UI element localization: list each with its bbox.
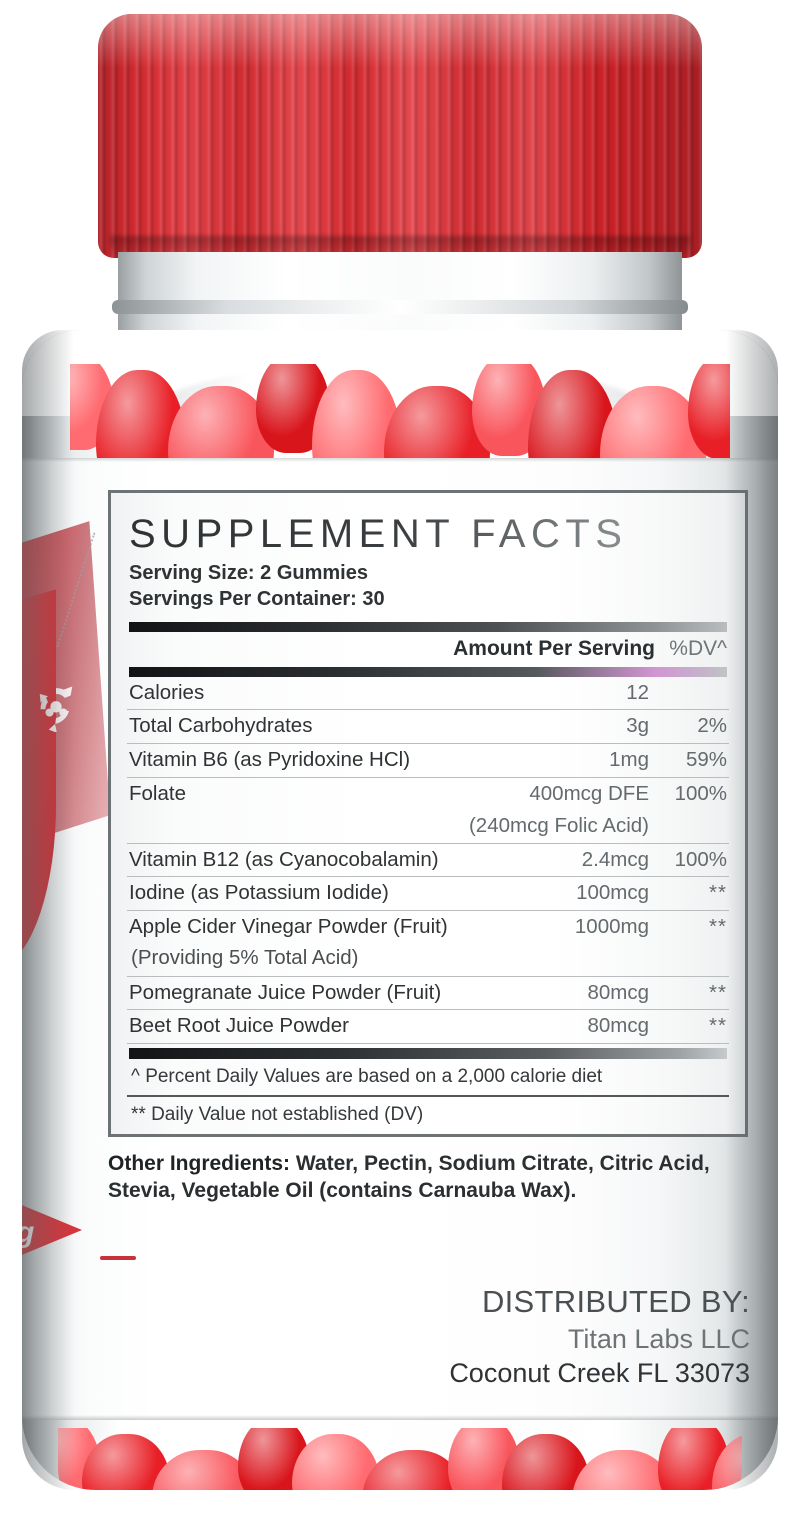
facts-row-name: Iodine (as Potassium Iodide) bbox=[129, 881, 389, 905]
facts-row-dv: 100% bbox=[674, 781, 727, 805]
facts-row-dv: 2% bbox=[697, 714, 727, 738]
facts-row-amount: 12 bbox=[626, 680, 649, 704]
other-ingredients: Other Ingredients: Water, Pectin, Sodium… bbox=[108, 1150, 768, 1205]
footnote-not-established: ** Daily Value not established (DV) bbox=[131, 1103, 424, 1125]
neck-ring bbox=[112, 300, 688, 314]
supplement-facts-title: SUPPLEMENT FACTS bbox=[129, 513, 729, 556]
facts-row: Vitamin B12 (as Cyanocobalamin) 2.4mcg 100… bbox=[127, 844, 729, 878]
facts-row-name: Calories bbox=[129, 680, 205, 704]
column-header-amount: Amount Per Serving bbox=[453, 636, 655, 660]
facts-row-amount: 100mcg bbox=[576, 881, 649, 905]
facts-row-dv: ** bbox=[709, 1014, 727, 1038]
facts-row-subtext: (240mcg Folic Acid) bbox=[127, 811, 729, 844]
facts-row: Total Carbohydrates 3g 2% bbox=[127, 710, 729, 744]
other-ingredients-label: Other Ingredients: bbox=[108, 1152, 291, 1175]
bottle-neck bbox=[118, 252, 682, 344]
bottle-cap[interactable] bbox=[98, 14, 702, 258]
product-label: g SUPPLEMENT FACTS Serving Size: 2 Gummi… bbox=[22, 458, 778, 1420]
facts-row-dv: ** bbox=[709, 980, 727, 1004]
supplement-facts-panel: SUPPLEMENT FACTS Serving Size: 2 Gummies… bbox=[108, 490, 748, 1137]
facts-row-name: Folate bbox=[129, 781, 186, 805]
facts-rule-top bbox=[129, 621, 727, 632]
facts-row-amount: 1000mg bbox=[574, 914, 649, 938]
column-header-dv: %DV^ bbox=[669, 636, 727, 660]
facts-row-subtext: (Providing 5% Total Acid) bbox=[127, 944, 729, 977]
other-ingredients-text: Water, Pectin, Sodium Citrate, Citric Ac… bbox=[108, 1152, 710, 1203]
label-bottom-edge bbox=[22, 1415, 778, 1420]
facts-column-header: Amount Per Serving %DV^ bbox=[127, 632, 729, 667]
facts-row: Pomegranate Juice Powder (Fruit) 80mcg ** bbox=[127, 977, 729, 1011]
facts-rows: Calories 12 Total Carbohydrates 3g 2% Vitamin… bbox=[127, 677, 729, 1044]
facts-row-amount: 3g bbox=[626, 714, 649, 738]
gummy bbox=[688, 364, 730, 459]
distributor-company: Titan Labs LLC bbox=[567, 1323, 750, 1354]
distributed-by-heading: DISTRIBUTED BY: bbox=[481, 1284, 750, 1319]
side-banner-text: g bbox=[22, 1216, 34, 1250]
facts-row: Folate 400mcg DFE 100% bbox=[127, 778, 729, 811]
facts-row-name: Apple Cider Vinegar Powder (Fruit) bbox=[129, 914, 448, 938]
facts-row: Calories 12 bbox=[127, 677, 729, 711]
facts-row-name-sub: (Providing 5% Total Acid) bbox=[131, 945, 359, 969]
distributor-address: Coconut Creek FL 33073 bbox=[449, 1357, 750, 1388]
facts-row: Apple Cider Vinegar Powder (Fruit) 1000mg… bbox=[127, 911, 729, 944]
facts-row-amount: 80mcg bbox=[587, 1014, 649, 1038]
facts-row-dv: 59% bbox=[685, 747, 727, 771]
facts-row-amount: 2.4mcg bbox=[581, 847, 649, 871]
facts-row-name: Vitamin B6 (as Pyridoxine HCl) bbox=[129, 747, 411, 771]
gummies-visible-bottom bbox=[58, 1428, 742, 1490]
facts-row-amount-sub: (240mcg Folic Acid) bbox=[468, 813, 649, 837]
recycle-arrows-icon bbox=[30, 680, 82, 733]
distributor-block: DISTRIBUTED BY: Titan Labs LLC Coconut C… bbox=[330, 1284, 750, 1389]
facts-row: Iodine (as Potassium Iodide) 100mcg ** bbox=[127, 877, 729, 911]
footnote-daily-value: ^ Percent Daily Values are based on a 2,… bbox=[127, 1059, 729, 1097]
facts-row: Vitamin B6 (as Pyridoxine HCl) 1mg 59% bbox=[127, 744, 729, 778]
side-banner-dash bbox=[100, 1256, 136, 1260]
facts-row-amount: 400mcg DFE bbox=[529, 781, 649, 805]
facts-row-amount: 1mg bbox=[609, 747, 649, 771]
facts-row: Beet Root Juice Powder 80mcg ** bbox=[127, 1010, 729, 1044]
facts-row-amount: 80mcg bbox=[587, 980, 649, 1004]
facts-row-dv: ** bbox=[709, 881, 727, 905]
label-top-edge bbox=[22, 458, 778, 462]
servings-per-container: Servings Per Container: 30 bbox=[129, 587, 385, 610]
facts-row-name: Vitamin B12 (as Cyanocobalamin) bbox=[129, 847, 439, 871]
facts-row-name: Pomegranate Juice Powder (Fruit) bbox=[129, 980, 442, 1004]
facts-rule-bottom bbox=[129, 1047, 727, 1059]
serving-size: Serving Size: 2 Gummies bbox=[129, 562, 368, 585]
side-red-panel-secondary bbox=[22, 589, 56, 987]
facts-row-name: Beet Root Juice Powder bbox=[129, 1014, 349, 1038]
facts-rule-header bbox=[129, 666, 727, 677]
facts-row-dv: 100% bbox=[674, 847, 727, 871]
facts-row-name: Total Carbohydrates bbox=[129, 714, 313, 738]
facts-row-dv: ** bbox=[709, 914, 727, 938]
